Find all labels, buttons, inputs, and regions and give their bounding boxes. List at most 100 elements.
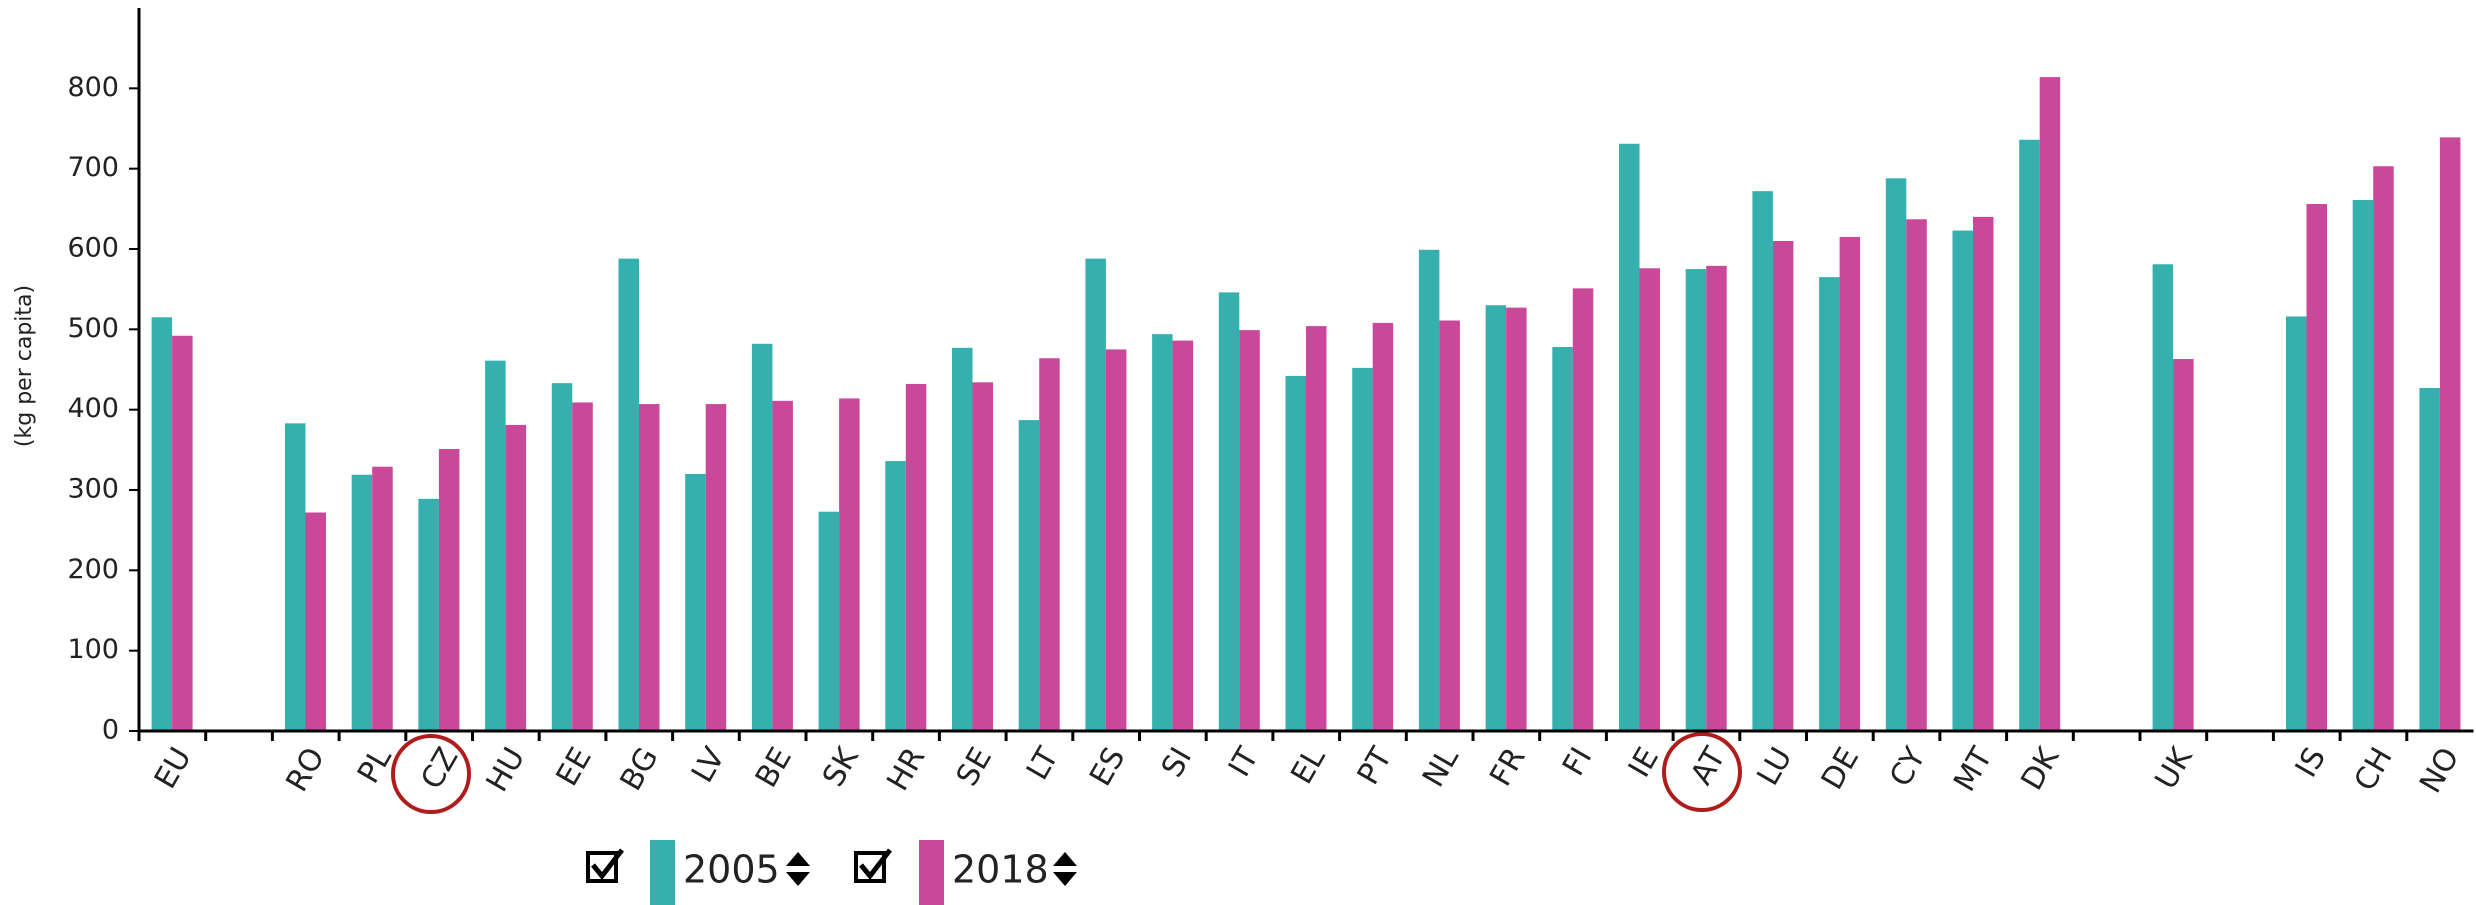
x-tick-label: AT: [1684, 741, 1733, 791]
x-tick-label: IT: [1222, 741, 1266, 783]
y-tick-label: 500: [67, 313, 119, 344]
bar: [1306, 326, 1327, 731]
bar: [772, 400, 793, 731]
bar: [2352, 199, 2374, 731]
x-tick-label: IS: [2289, 742, 2333, 784]
bar: [972, 382, 993, 731]
sort-icon[interactable]: [786, 852, 810, 886]
x-tick-label: DE: [1815, 742, 1866, 796]
bar: [1772, 240, 1794, 731]
bar: [1839, 236, 1861, 731]
y-tick-label: 100: [67, 634, 119, 665]
bar: [1439, 320, 1460, 731]
x-tick-label: NO: [2413, 742, 2466, 799]
bar: [2019, 139, 2040, 731]
x-tick-label: HR: [880, 742, 932, 797]
checkmark[interactable]: [859, 848, 892, 881]
x-tick-label: LV: [685, 741, 733, 788]
bar: [705, 404, 727, 731]
bar: [1172, 340, 1194, 731]
x-tick-label: EL: [1284, 742, 1332, 791]
y-tick-label: 0: [102, 715, 119, 746]
bar: [1685, 269, 1707, 731]
bar: [351, 474, 373, 731]
bar: [2286, 316, 2307, 731]
bar: [1018, 420, 1040, 731]
legend: [586, 848, 1077, 886]
bar: [438, 449, 460, 731]
bar: [751, 343, 773, 731]
y-tick-label: 700: [67, 152, 119, 183]
x-tick-label: LU: [1751, 742, 1800, 792]
bar: [1285, 375, 1306, 731]
x-tick-label: FI: [1556, 742, 1599, 782]
bar: [1039, 358, 1060, 731]
bar: [305, 512, 326, 731]
bar: [151, 317, 173, 731]
highlight-circle: [1662, 732, 1742, 812]
bar: [551, 383, 573, 731]
highlight-circle: [391, 734, 471, 814]
checkbox-box[interactable]: [854, 851, 886, 883]
x-tick-label: UK: [2149, 741, 2201, 796]
bar: [1639, 268, 1660, 731]
bar: [172, 335, 193, 731]
bar: [839, 398, 860, 731]
x-tick-label: NL: [1416, 742, 1466, 794]
checkmark[interactable]: [591, 848, 624, 881]
x-tick-label: DK: [2015, 741, 2067, 797]
legend-checkbox[interactable]: [854, 848, 892, 883]
bar: [485, 360, 506, 731]
bar: [1372, 322, 1394, 731]
x-tick-label: BG: [614, 742, 666, 797]
bar: [2419, 387, 2440, 731]
legend-label: 2018: [952, 848, 1049, 892]
bar: [1485, 305, 1507, 731]
x-tick-label: IE: [1622, 742, 1666, 784]
x-tick-label: SE: [950, 742, 999, 792]
bar: [905, 383, 927, 731]
bar: [1506, 307, 1527, 731]
legend-swatch: [919, 840, 944, 905]
checkbox-box[interactable]: [586, 851, 618, 883]
bar: [618, 258, 639, 731]
bar: [372, 466, 393, 731]
bar: [1885, 178, 1907, 732]
bar: [685, 473, 706, 731]
bar: [2439, 137, 2461, 731]
x-tick-label: SI: [1155, 742, 1199, 784]
y-tick-label: 600: [67, 233, 119, 264]
bar: [1619, 143, 1640, 732]
bar: [2373, 166, 2394, 732]
x-tick-label: MT: [1947, 741, 2000, 797]
x-tick-label: HU: [480, 742, 533, 798]
bar: [1152, 334, 1173, 731]
bar: [572, 402, 593, 731]
bar: [1239, 330, 1260, 731]
x-tick-label: LT: [1020, 741, 1066, 786]
x-tick-label: CY: [1883, 741, 1933, 793]
legend-swatch: [650, 840, 675, 905]
bar: [1952, 230, 1973, 732]
x-tick-label: FR: [1483, 742, 1532, 793]
bar: [1552, 347, 1573, 731]
bar: [952, 347, 973, 731]
sort-arrows[interactable]: [786, 852, 810, 886]
bar: [1218, 292, 1240, 731]
x-tick-label: SK: [816, 741, 866, 793]
legend-label: 2005: [683, 848, 780, 892]
bar: [1418, 249, 1440, 731]
legend-checkbox[interactable]: [586, 848, 624, 883]
bar: [2152, 264, 2174, 731]
bar: [2173, 359, 2194, 731]
bar: [1819, 277, 1840, 731]
bar: [639, 404, 660, 731]
bar: [2039, 77, 2061, 731]
sort-icon[interactable]: [1053, 852, 1077, 886]
x-tick-label: EE: [550, 742, 599, 792]
sort-arrows[interactable]: [1053, 852, 1077, 886]
y-axis-label: (kg per capita): [12, 285, 37, 447]
bar: [1973, 216, 1994, 731]
